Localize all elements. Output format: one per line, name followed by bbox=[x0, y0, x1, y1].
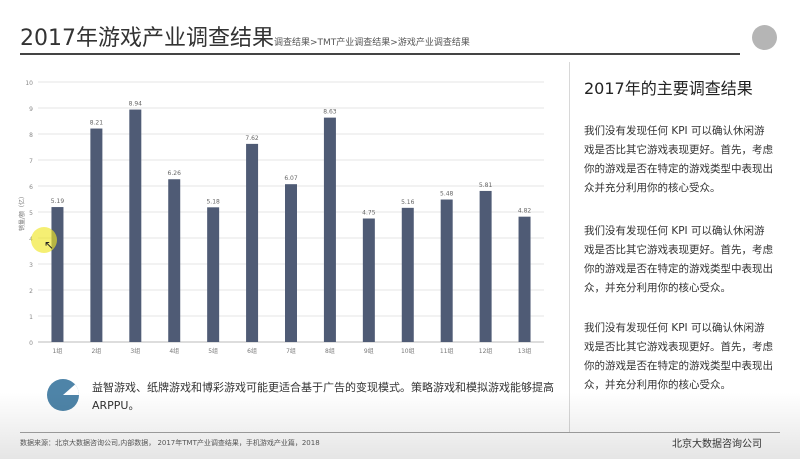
data-label: 5.19 bbox=[51, 198, 65, 205]
finding-paragraph-1: 我们没有发现任何 KPI 可以确认休闲游戏是否比其它游戏表现更好。首先，考虑你的… bbox=[584, 125, 773, 194]
bar bbox=[440, 199, 453, 342]
bar bbox=[90, 128, 103, 342]
bar-chart: 012345678910销量/额（亿）5.191组8.212组8.943组6.2… bbox=[18, 80, 544, 355]
data-label: 7.62 bbox=[245, 135, 259, 142]
data-label: 4.82 bbox=[518, 208, 532, 215]
y-tick-label: 3 bbox=[29, 262, 33, 269]
breadcrumb: 调查结果>TMT产业调查结果>游戏产业调查结果 bbox=[274, 38, 470, 48]
bar bbox=[323, 117, 336, 342]
y-tick-label: 7 bbox=[29, 158, 33, 165]
bar bbox=[479, 190, 492, 342]
data-label: 6.26 bbox=[168, 170, 182, 177]
x-tick-label: 4组 bbox=[169, 347, 179, 355]
bar bbox=[51, 207, 64, 342]
bar bbox=[285, 184, 297, 342]
pie-chart-icon bbox=[47, 379, 79, 411]
note-text: 益智游戏、纸牌游戏和博彩游戏可能更适合基于广告的变现模式。策略游戏和模拟游戏能够… bbox=[92, 381, 554, 412]
data-label: 5.18 bbox=[206, 198, 220, 205]
data-label: 8.94 bbox=[129, 101, 143, 108]
bar bbox=[401, 207, 414, 342]
findings-title: 2017年的主要调查结果 bbox=[584, 79, 753, 98]
x-tick-label: 10组 bbox=[401, 347, 415, 355]
x-tick-label: 5组 bbox=[208, 347, 218, 355]
circle-icon bbox=[752, 25, 777, 50]
x-tick-label: 8组 bbox=[325, 347, 335, 355]
data-label: 6.07 bbox=[284, 175, 298, 182]
x-tick-label: 12组 bbox=[479, 347, 493, 355]
y-tick-label: 0 bbox=[29, 340, 33, 347]
y-tick-label: 1 bbox=[29, 314, 33, 321]
bar bbox=[518, 216, 531, 342]
x-tick-label: 7组 bbox=[286, 347, 296, 355]
finding-paragraph-2: 我们没有发现任何 KPI 可以确认休闲游戏是否比其它游戏表现更好。首先，考虑你的… bbox=[584, 225, 773, 294]
data-source: 数据来源：北京大数据咨询公司,内部数据， 2017年TMT产业调查结果，手机游戏… bbox=[20, 439, 320, 447]
y-tick-label: 10 bbox=[25, 80, 33, 87]
cursor-arrow-icon: ↖ bbox=[44, 238, 55, 252]
x-tick-label: 2组 bbox=[91, 347, 101, 355]
data-label: 8.21 bbox=[90, 120, 104, 127]
data-label: 5.48 bbox=[440, 191, 454, 198]
y-tick-label: 8 bbox=[29, 132, 33, 139]
header-divider bbox=[20, 53, 740, 55]
x-tick-label: 9组 bbox=[364, 347, 374, 355]
y-tick-label: 2 bbox=[29, 288, 33, 295]
data-label: 5.81 bbox=[479, 182, 493, 189]
x-tick-label: 1组 bbox=[53, 347, 63, 355]
finding-paragraph-3: 我们没有发现任何 KPI 可以确认休闲游戏是否比其它游戏表现更好。首先，考虑你的… bbox=[584, 322, 773, 391]
bar bbox=[168, 179, 181, 342]
company-name: 北京大数据咨询公司 bbox=[672, 439, 762, 450]
y-tick-label: 6 bbox=[29, 184, 33, 191]
x-tick-label: 3组 bbox=[130, 347, 140, 355]
y-tick-label: 9 bbox=[29, 106, 33, 113]
x-tick-label: 13组 bbox=[518, 347, 532, 355]
y-axis-label: 销量/额（亿） bbox=[18, 193, 26, 231]
x-tick-label: 11组 bbox=[440, 347, 454, 355]
bar bbox=[246, 143, 259, 342]
cursor-highlight bbox=[31, 227, 57, 253]
data-label: 5.16 bbox=[401, 199, 415, 206]
bar bbox=[362, 218, 375, 342]
footer-divider bbox=[20, 432, 780, 433]
y-tick-label: 5 bbox=[29, 210, 33, 217]
bar bbox=[207, 207, 220, 342]
data-label: 4.75 bbox=[362, 210, 376, 217]
bar bbox=[129, 109, 142, 342]
data-label: 8.63 bbox=[323, 109, 337, 116]
x-tick-label: 6组 bbox=[247, 347, 257, 355]
page-title: 2017年游戏产业调查结果 bbox=[20, 26, 274, 51]
panel-divider bbox=[569, 62, 570, 432]
